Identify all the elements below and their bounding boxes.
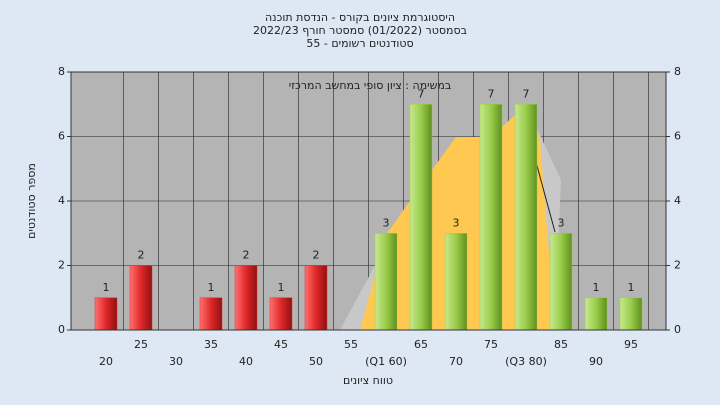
value-label: 2 [313,249,320,262]
x-tick-label: 40 [239,355,253,368]
bar [94,297,118,331]
y-tick-label: 8 [58,65,65,78]
bar [199,297,223,331]
value-label: 7 [488,87,495,100]
x-tick-label: 50 [309,355,323,368]
value-label: 2 [138,249,145,262]
distribution-area [360,105,555,330]
y-tick-label: 6 [58,130,65,143]
bar [234,265,258,331]
y2-tick-label: 4 [674,194,681,207]
value-label: 2 [243,249,250,262]
x-tick-label: 70 [449,355,463,368]
y-tick-label: 4 [58,194,65,207]
x-tick-label: 45 [274,338,288,351]
value-label: 1 [278,281,285,294]
bar [514,104,538,331]
bar [444,233,468,331]
y2-tick-label: 6 [674,130,681,143]
bars: 1 2 1 2 1 2 3 7 3 7 7 3 1 1 [94,87,643,331]
x-tick-label: 20 [99,355,113,368]
value-label: 7 [523,87,530,100]
title-line: סטודנטים רשומים - 55 [306,37,413,50]
y-tick-label: 0 [58,323,65,336]
x-tick-label: 25 [134,338,148,351]
x-tick-label: (Q1 60) [365,355,407,368]
value-label: 1 [208,281,215,294]
bar [304,265,328,331]
x-tick-label: 90 [589,355,603,368]
x-tick-label: 30 [169,355,183,368]
x-tick-label: 95 [624,338,638,351]
value-label: 3 [383,216,390,229]
bar [129,265,153,331]
y2-tick-label: 0 [674,323,681,336]
y2-tick-label: 8 [674,65,681,78]
y-axis-label: מספר סטודנטים [25,163,38,239]
x-tick-label: 35 [204,338,218,351]
x-tick-label: (Q3 80) [505,355,547,368]
y2-tick-label: 2 [674,259,681,272]
annotation: במשימה : ציון סופי במחשב המרכזי [289,79,452,92]
bar [374,233,398,331]
x-tick-label: 55 [344,338,358,351]
title-line: בסמסטר (01/2022) סמסטר חורף 2022/23 [253,24,467,37]
value-label: 7 [418,87,425,100]
x-tick-label: 75 [484,338,498,351]
value-label: 3 [558,216,565,229]
x-tick-label: 65 [414,338,428,351]
bar [584,297,608,331]
value-label: 1 [103,281,110,294]
value-label: 1 [593,281,600,294]
value-label: 3 [453,216,460,229]
bar [409,104,433,331]
value-label: 1 [628,281,635,294]
bar [269,297,293,331]
x-axis-label: טווח ציונים [343,374,393,387]
title-line: היסטוגרמת ציונים בקורס - הנדסת תוכנה [265,11,455,24]
y-tick-label: 2 [58,259,65,272]
x-tick-label: 85 [554,338,568,351]
bar [479,104,503,331]
bar [619,297,643,331]
bar [549,233,573,331]
